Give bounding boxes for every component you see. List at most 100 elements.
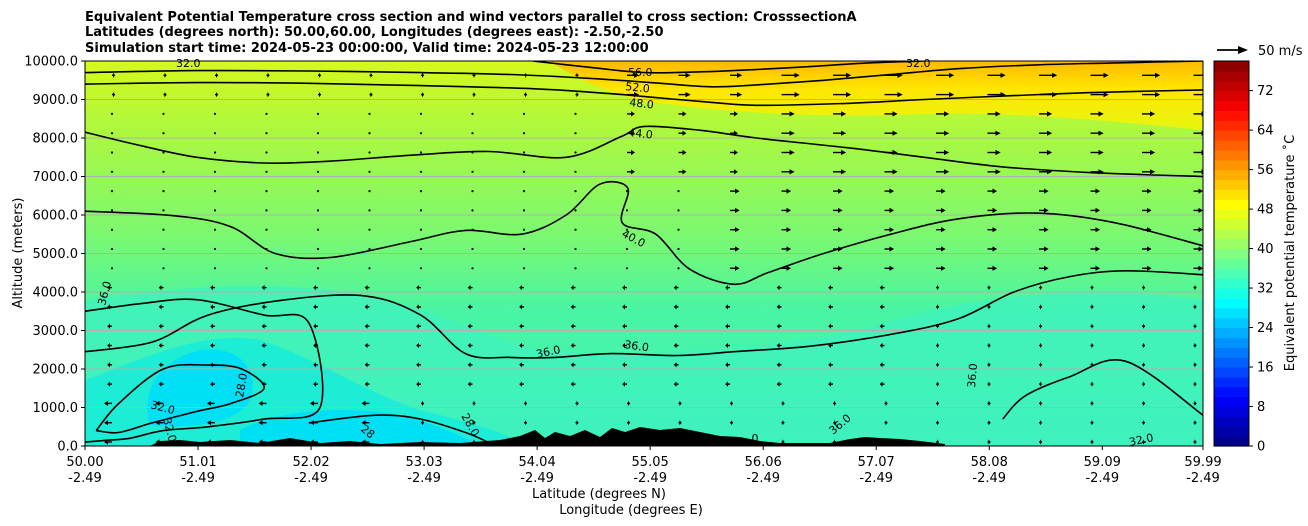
wind-vector-head — [628, 400, 631, 406]
terrain — [150, 427, 945, 446]
wind-vector-head — [937, 304, 940, 310]
colorbar-segment — [1214, 189, 1249, 200]
wind-vector-head — [1095, 207, 1101, 213]
colorbar — [1213, 60, 1250, 447]
colorbar-segment — [1214, 169, 1249, 181]
colorbar-segment — [1214, 297, 1249, 309]
wind-vector-head — [673, 362, 677, 368]
wind-vector — [213, 151, 217, 154]
wind-vector-head — [782, 400, 785, 406]
wind-vector — [110, 228, 114, 231]
wind-vector-head — [786, 265, 792, 271]
wind-vector-head — [313, 381, 316, 387]
wind-vector — [368, 267, 371, 270]
wind-vector-head — [1044, 188, 1049, 194]
wind-vector — [574, 151, 577, 154]
wind-vector-head — [685, 92, 691, 98]
wind-vector-head — [107, 285, 110, 291]
wind-vector-head — [1147, 207, 1152, 213]
wind-vector-head — [838, 265, 843, 271]
wind-vector-head — [725, 381, 728, 387]
x-tick-label-lon: -2.49 — [520, 471, 554, 486]
colorbar-segment — [1214, 337, 1249, 348]
wind-vector — [677, 267, 680, 270]
wind-vector-head — [164, 72, 167, 78]
contour-label: 48.0 — [629, 96, 655, 111]
wind-vector-head — [1194, 420, 1197, 426]
wind-vector-head — [473, 420, 476, 426]
colorbar-segment — [1214, 80, 1249, 92]
wind-vector-head — [1198, 246, 1203, 252]
wind-vector-head — [416, 362, 419, 368]
wind-vector-head — [1194, 323, 1197, 329]
colorbar-tick-label: 16 — [1257, 361, 1274, 376]
wind-vector — [316, 151, 320, 154]
wind-vector-head — [313, 304, 316, 310]
wind-vector-head — [1091, 400, 1094, 406]
wind-vector — [265, 209, 268, 212]
wind-vector-head — [1198, 265, 1203, 271]
wind-vector — [368, 247, 371, 251]
wind-vector — [471, 112, 474, 115]
x-tick-label-lon: -2.49 — [294, 471, 328, 486]
wind-vector-head — [988, 323, 991, 329]
wind-vector-head — [937, 381, 940, 387]
wind-vector-head — [576, 72, 579, 78]
wind-vector-head — [107, 381, 110, 387]
wind-vector-head — [1150, 149, 1156, 156]
wind-vector-head — [422, 72, 425, 78]
wind-vector-head — [734, 149, 738, 156]
contour-line — [532, 61, 925, 74]
wind-vector — [625, 228, 629, 231]
wind-vector-head — [1040, 304, 1043, 310]
wind-vector — [316, 132, 320, 135]
field-warm-top — [550, 61, 1203, 130]
y-tick-label: 10000.0 — [24, 55, 78, 70]
wind-vector-head — [1091, 439, 1094, 445]
wind-vector-head — [631, 111, 635, 117]
wind-vector-head — [1044, 207, 1049, 213]
wind-vector-head — [944, 149, 950, 156]
wind-vector-head — [992, 265, 998, 271]
wind-vector-head — [846, 72, 852, 78]
colorbar-segment — [1214, 357, 1249, 368]
contour-line — [85, 298, 324, 443]
wind-vector-head — [1095, 227, 1101, 233]
wind-vector-head — [313, 342, 316, 349]
wind-vector-head — [735, 207, 740, 213]
wind-vector-head — [992, 207, 998, 213]
wind-vector — [316, 209, 320, 212]
wind-vector — [522, 132, 526, 135]
contour-lines — [85, 61, 1203, 443]
wind-vector-head — [1198, 188, 1203, 194]
wind-vector-head — [1198, 207, 1203, 213]
wind-vector-head — [261, 304, 265, 310]
wind-vector-head — [1095, 246, 1101, 252]
wind-vector — [522, 190, 526, 193]
wind-vector — [471, 132, 474, 135]
wind-vector-head — [364, 342, 368, 349]
wind-vector-head — [828, 362, 831, 368]
wind-vector-head — [995, 149, 1001, 156]
wind-vector-head — [467, 342, 471, 349]
wind-vector-head — [155, 400, 160, 406]
wind-vector — [522, 247, 526, 251]
wind-vector-head — [210, 323, 213, 329]
wind-vector — [162, 247, 165, 251]
colorbar-tick-label: 48 — [1257, 203, 1274, 218]
colorbar-segment — [1214, 90, 1249, 102]
wind-vector — [316, 112, 320, 115]
wind-vector-head — [210, 304, 213, 310]
wind-vector-head — [519, 304, 522, 310]
wind-vector-head — [828, 304, 831, 310]
wind-vector-head — [1098, 111, 1104, 117]
wind-vector — [162, 190, 165, 193]
wind-vector-head — [1194, 381, 1197, 387]
x-tick-label-lat: 57.07 — [858, 455, 895, 470]
wind-vector — [368, 209, 371, 212]
wind-vector-head — [313, 362, 316, 368]
wind-vector-head — [1198, 227, 1203, 233]
wind-vector-head — [885, 400, 888, 406]
wind-vector-head — [682, 169, 687, 175]
wind-vector — [522, 209, 526, 212]
